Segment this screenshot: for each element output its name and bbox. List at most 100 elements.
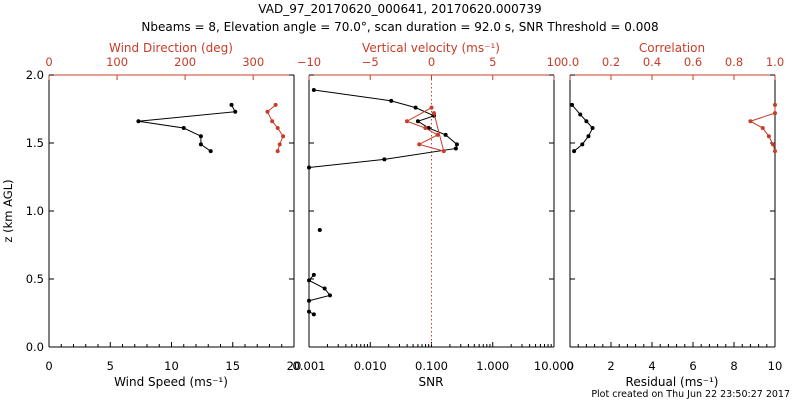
data-point bbox=[431, 111, 436, 116]
top-tick-label: 0.4 bbox=[643, 55, 661, 69]
bottom-tick-label: 0 bbox=[45, 359, 52, 373]
wind-direction-axis-title: Wind Direction (deg) bbox=[109, 41, 233, 55]
data-point bbox=[307, 309, 311, 314]
bottom-tick-label: 0 bbox=[566, 359, 573, 373]
data-point bbox=[773, 111, 777, 116]
data-point bbox=[198, 142, 203, 147]
top-tick-label: −10 bbox=[297, 55, 321, 69]
bottom-tick-label: 20 bbox=[287, 359, 302, 373]
y-tick-label: 2.0 bbox=[26, 68, 44, 82]
snr-axis-title: SNR bbox=[419, 375, 444, 389]
data-point bbox=[311, 312, 316, 317]
y-tick-label: 0.5 bbox=[26, 272, 44, 286]
data-point bbox=[307, 298, 311, 303]
bottom-tick-label: 8 bbox=[730, 359, 737, 373]
top-tick-label: 300 bbox=[242, 55, 264, 69]
figure-title: VAD_97_20170620_000641, 20170620.000739 bbox=[258, 2, 541, 16]
bottom-tick-label: 4 bbox=[648, 359, 655, 373]
data-point bbox=[198, 134, 203, 139]
top-tick-label: 5 bbox=[489, 55, 496, 69]
data-point bbox=[229, 102, 234, 107]
data-point bbox=[429, 105, 434, 110]
bottom-tick-label: 10 bbox=[768, 359, 783, 373]
data-point bbox=[307, 278, 311, 283]
bottom-tick-label: 0.100 bbox=[415, 359, 448, 373]
data-point bbox=[441, 149, 446, 154]
y-axis-label: z (km AGL) bbox=[1, 179, 15, 242]
top-tick-label: 0.6 bbox=[684, 55, 702, 69]
data-point bbox=[423, 126, 428, 131]
series-line bbox=[308, 89, 458, 168]
data-point bbox=[405, 119, 409, 124]
bottom-tick-label: 0.001 bbox=[293, 359, 326, 373]
data-point bbox=[770, 142, 775, 147]
wind-speed-axis-title: Wind Speed (ms⁻¹) bbox=[114, 375, 228, 389]
y-tick-label: 1.0 bbox=[26, 204, 44, 218]
data-point bbox=[322, 286, 327, 291]
series-line bbox=[308, 274, 331, 315]
bottom-tick-label: 10.000 bbox=[534, 359, 574, 373]
data-point bbox=[311, 272, 316, 277]
series-line bbox=[138, 104, 236, 152]
bottom-tick-label: 10 bbox=[164, 359, 179, 373]
top-tick-label: 1.0 bbox=[766, 55, 784, 69]
data-point bbox=[275, 126, 280, 131]
bottom-tick-label: 15 bbox=[225, 359, 240, 373]
figure-subtitle: Nbeams = 8, Elevation angle = 70.0°, sca… bbox=[141, 20, 658, 34]
data-point bbox=[443, 132, 448, 137]
data-point bbox=[208, 149, 213, 154]
data-point bbox=[136, 119, 141, 124]
top-tick-label: 0.8 bbox=[725, 55, 743, 69]
data-point bbox=[454, 142, 459, 147]
data-point bbox=[281, 134, 286, 139]
top-tick-label: 0.0 bbox=[561, 55, 579, 69]
top-tick-label: −5 bbox=[362, 55, 379, 69]
data-point bbox=[265, 109, 270, 114]
data-point bbox=[773, 149, 777, 154]
bottom-tick-label: 5 bbox=[107, 359, 114, 373]
y-tick-label: 1.5 bbox=[26, 136, 44, 150]
bottom-tick-label: 0.010 bbox=[354, 359, 387, 373]
top-tick-label: 10 bbox=[547, 55, 562, 69]
y-tick-label: 0.0 bbox=[26, 340, 44, 354]
top-tick-label: 100 bbox=[106, 55, 128, 69]
snr-panel: Vertical velocity (ms⁻¹) SNR 0.001 0.010 0… bbox=[293, 41, 575, 389]
data-point bbox=[453, 146, 458, 151]
data-point bbox=[415, 119, 420, 124]
data-point bbox=[382, 157, 387, 162]
data-point bbox=[311, 87, 316, 92]
data-point bbox=[748, 119, 753, 124]
data-point bbox=[580, 142, 585, 147]
top-tick-label: 0 bbox=[428, 55, 435, 69]
residual-panel: Correlation Residual (ms⁻¹) 0 2 4 6 8 10 0.0 0.… bbox=[561, 41, 784, 389]
data-point bbox=[317, 228, 322, 233]
data-point bbox=[307, 165, 311, 170]
residual-axis-title: Residual (ms⁻¹) bbox=[626, 375, 719, 389]
top-tick-label: 200 bbox=[174, 55, 196, 69]
data-point bbox=[181, 126, 186, 131]
data-point bbox=[233, 109, 238, 114]
top-tick-label: 0 bbox=[45, 55, 52, 69]
data-point bbox=[584, 119, 589, 124]
data-point bbox=[417, 142, 422, 147]
vertical-velocity-axis-title: Vertical velocity (ms⁻¹) bbox=[362, 41, 500, 55]
bottom-tick-label: 2 bbox=[607, 359, 614, 373]
data-point bbox=[572, 149, 577, 154]
top-tick-label: 0.2 bbox=[602, 55, 620, 69]
data-point bbox=[590, 126, 595, 131]
data-point bbox=[389, 98, 394, 103]
bottom-tick-label: 6 bbox=[689, 359, 696, 373]
data-point bbox=[586, 134, 591, 139]
data-point bbox=[270, 119, 275, 124]
data-point bbox=[413, 105, 418, 110]
data-point bbox=[277, 142, 282, 147]
data-point bbox=[435, 132, 440, 137]
correlation-axis-title: Correlation bbox=[639, 41, 705, 55]
data-point bbox=[570, 102, 575, 107]
data-point bbox=[578, 112, 583, 117]
plot-created-note: Plot created on Thu Jun 22 23:50:27 2017 bbox=[591, 389, 790, 400]
data-point bbox=[773, 102, 777, 107]
data-point bbox=[766, 134, 771, 139]
data-point bbox=[273, 102, 278, 107]
